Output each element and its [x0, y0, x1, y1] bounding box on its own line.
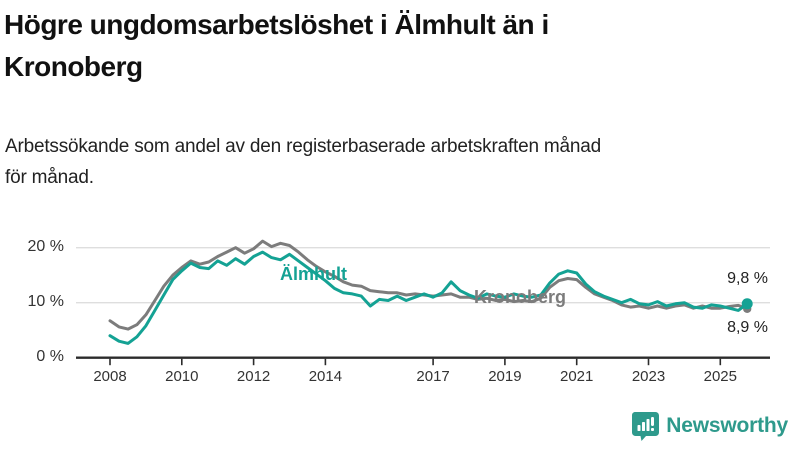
title-line-2: Kronoberg	[4, 51, 143, 82]
chart-subtitle: Arbetssökande som andel av den registerb…	[5, 131, 765, 193]
newsworthy-icon	[632, 411, 660, 441]
newsworthy-logo[interactable]: Newsworthy	[632, 411, 788, 441]
y-axis-label: 0 %	[36, 347, 64, 365]
x-axis-label: 2008	[93, 368, 127, 385]
subtitle-line-2: för månad.	[5, 167, 94, 188]
x-axis-label: 2010	[165, 368, 199, 385]
title-line-1: Högre ungdomsarbetslöshet i Älmhult än i	[4, 9, 549, 40]
end-value-label-kronoberg: 8,9 %	[727, 319, 768, 336]
x-axis-label: 2017	[416, 368, 450, 385]
y-axis-label: 10 %	[27, 292, 64, 310]
series-label-almhult: Älmhult	[280, 264, 347, 284]
x-axis-label: 2023	[631, 368, 666, 385]
x-axis-label: 2014	[308, 368, 343, 385]
x-axis-label: 2021	[560, 368, 594, 385]
series-label-kronoberg: Kronoberg	[474, 287, 566, 307]
y-axis-label: 20 %	[27, 237, 64, 255]
x-axis-label: 2025	[703, 368, 737, 385]
page-title: Högre ungdomsarbetslöshet i Älmhult än i…	[4, 4, 784, 88]
x-axis-label: 2019	[488, 368, 522, 385]
subtitle-line-1: Arbetssökande som andel av den registerb…	[5, 136, 602, 157]
brand-name: Newsworthy	[666, 414, 788, 437]
end-value-label-almhult: 9,8 %	[727, 270, 768, 287]
x-axis-label: 2012	[236, 368, 271, 385]
